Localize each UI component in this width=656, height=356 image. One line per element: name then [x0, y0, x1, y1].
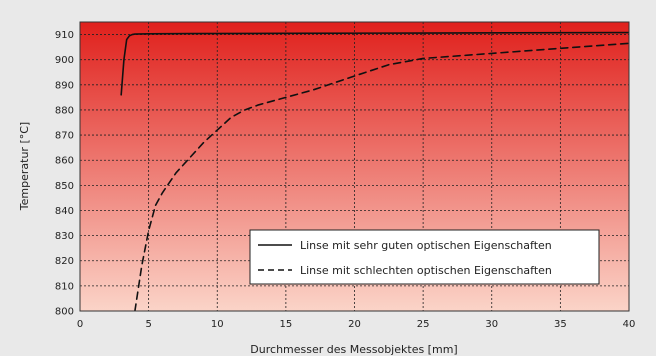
legend-box [249, 229, 600, 285]
y-tick-label: 860 [55, 156, 74, 167]
series-line-solid [120, 31, 629, 96]
series-lines [120, 31, 629, 311]
y-tick-label: 810 [55, 281, 74, 292]
y-tick-label: 910 [55, 30, 74, 41]
x-tick-label: 30 [485, 319, 498, 330]
x-tick-label: 40 [623, 319, 636, 330]
x-tick-label: 5 [145, 319, 151, 330]
x-tick-label: 15 [280, 319, 293, 330]
series-line-dashed [134, 42, 629, 311]
y-axis-label: Temperatur [°C] [18, 122, 31, 211]
x-axis-label: Durchmesser des Messobjektes [mm] [250, 343, 457, 356]
legend: Linse mit sehr guten optischen Eigenscha… [249, 229, 600, 285]
x-tick-label: 35 [554, 319, 567, 330]
legend-label-solid: Linse mit sehr guten optischen Eigenscha… [300, 239, 552, 252]
y-tick-label: 830 [55, 231, 74, 242]
x-tick-label: 20 [348, 319, 361, 330]
x-tick-label: 0 [77, 319, 83, 330]
y-tick-label: 850 [55, 181, 74, 192]
x-tick-label: 10 [211, 319, 224, 330]
y-tick-labels: 800 810 820 830 840 850 860 870 880 890 900 910 [55, 30, 74, 317]
y-tick-label: 800 [55, 307, 74, 318]
legend-label-dashed: Linse mit schlechten optischen Eigenscha… [300, 264, 552, 277]
y-tick-label: 840 [55, 206, 74, 217]
y-tick-label: 900 [55, 55, 74, 66]
y-tick-label: 880 [55, 105, 74, 116]
y-tick-label: 870 [55, 131, 74, 142]
x-tick-label: 25 [417, 319, 430, 330]
grid-lines [80, 22, 629, 311]
plot-frame [79, 21, 630, 312]
y-tick-label: 820 [55, 256, 74, 267]
x-tick-labels: 0 5 10 15 20 25 30 35 40 [77, 319, 636, 330]
y-tick-label: 890 [55, 80, 74, 91]
